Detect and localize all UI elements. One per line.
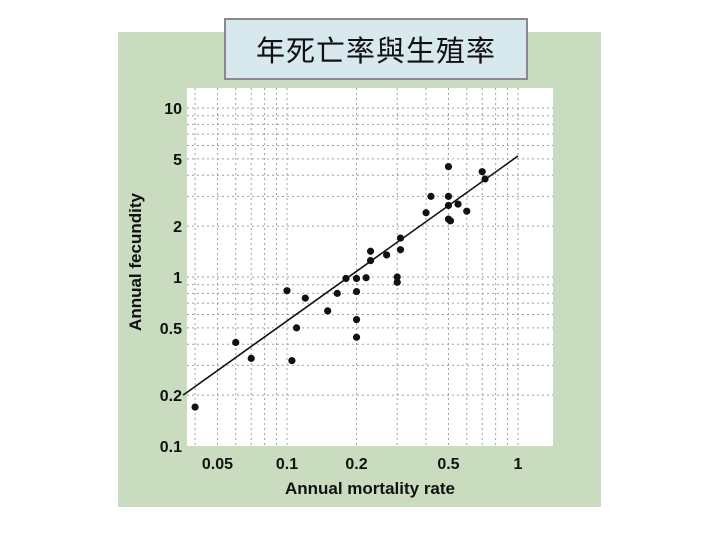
data-point <box>481 175 489 183</box>
y-tick-label: 0.1 <box>160 439 182 456</box>
data-point <box>247 354 255 362</box>
data-points <box>191 163 489 411</box>
data-point <box>352 333 361 341</box>
data-point <box>333 289 341 297</box>
data-point <box>396 234 405 242</box>
data-point <box>446 217 455 225</box>
y-tick-labels: 0.1 0.2 0.5 1 2 5 10 <box>160 101 182 456</box>
x-tick-label: 1 <box>514 456 523 473</box>
data-point <box>352 287 361 296</box>
x-tick-labels: 0.05 0.1 0.2 0.5 1 <box>202 456 523 473</box>
data-point <box>301 294 309 302</box>
y-tick-label: 2 <box>173 219 182 236</box>
data-point <box>292 324 301 332</box>
data-point <box>283 287 291 295</box>
y-tick-label: 0.2 <box>160 388 182 405</box>
data-point <box>288 357 296 365</box>
plot-area <box>187 88 553 446</box>
y-tick-label: 5 <box>173 152 182 169</box>
data-point <box>362 274 370 282</box>
x-tick-label: 0.5 <box>437 456 459 473</box>
data-point <box>454 200 462 208</box>
data-point <box>366 257 375 265</box>
trend-line <box>182 155 519 396</box>
data-point <box>396 246 405 254</box>
data-point <box>444 192 453 200</box>
x-tick-label: 0.2 <box>345 456 367 473</box>
data-point <box>463 207 471 215</box>
x-tick-label: 0.1 <box>276 456 298 473</box>
data-point <box>393 278 401 286</box>
data-point <box>352 315 361 324</box>
data-point <box>393 273 401 281</box>
data-point <box>352 274 361 283</box>
y-tick-label: 1 <box>173 270 182 287</box>
data-point <box>422 209 430 217</box>
y-axis-label: Annual fecundity <box>126 193 145 331</box>
data-point <box>383 251 391 259</box>
data-point <box>191 403 199 411</box>
x-tick-label: 0.05 <box>202 456 233 473</box>
data-point <box>324 307 332 315</box>
y-tick-label: 0.5 <box>160 321 182 338</box>
x-axis-label: Annual mortality rate <box>285 479 455 498</box>
data-point <box>366 247 375 255</box>
y-tick-label: 10 <box>164 101 182 118</box>
data-point <box>232 338 240 347</box>
title-box: 年死亡率與生殖率 <box>224 18 528 80</box>
data-point <box>427 192 435 200</box>
data-point <box>342 274 350 283</box>
data-point <box>478 168 486 176</box>
data-point <box>444 201 453 210</box>
chart-title: 年死亡率與生殖率 <box>255 34 496 68</box>
data-point <box>444 163 453 171</box>
